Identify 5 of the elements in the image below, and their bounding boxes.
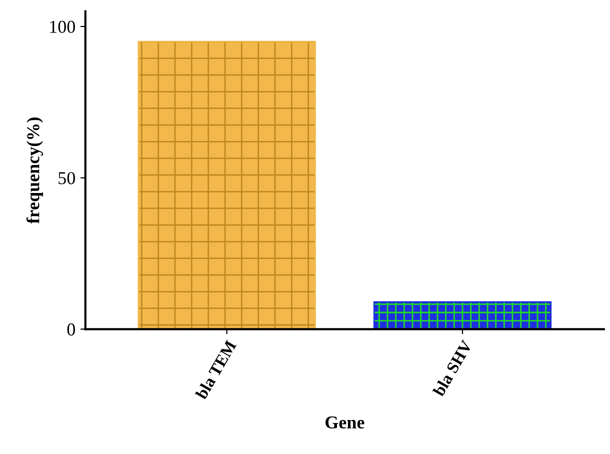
y-tick-label: 50 bbox=[58, 172, 75, 184]
x-axis-title: Gene bbox=[325, 416, 364, 429]
y-tick-label: 100 bbox=[50, 20, 75, 33]
y-axis-title: frequency(%) bbox=[26, 118, 44, 224]
y-tick-label: 0 bbox=[67, 323, 75, 336]
